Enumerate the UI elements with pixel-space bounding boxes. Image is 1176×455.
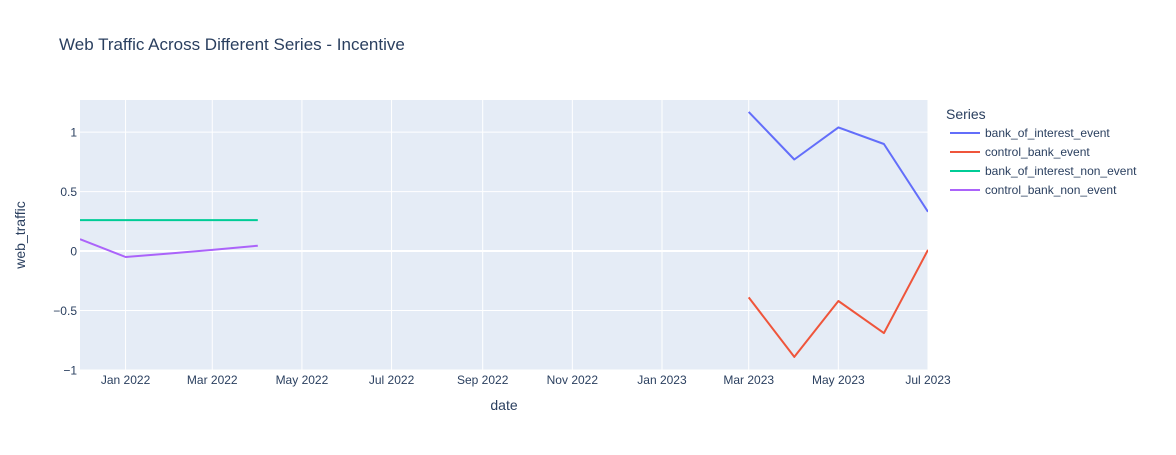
plot-area (80, 100, 928, 370)
x-tick-label: May 2023 (812, 373, 865, 387)
x-tick-label: Jul 2023 (905, 373, 951, 387)
legend-item-control-bank-non-event[interactable]: control_bank_non_event (950, 183, 1117, 197)
series-line-bank-of-interest-event (747, 111, 928, 213)
y-tick-label: 1 (70, 126, 77, 140)
legend-label: control_bank_event (985, 145, 1090, 159)
x-tick-label: Mar 2022 (187, 373, 238, 387)
legend-item-bank-of-interest-non-event[interactable]: bank_of_interest_non_event (950, 164, 1137, 178)
x-tick-label: Jul 2022 (369, 373, 415, 387)
y-tick-label: −0.5 (53, 304, 77, 318)
series-line-control-bank-non-event (80, 238, 258, 258)
series-line-control-bank-event (747, 249, 928, 358)
x-tick-label: May 2022 (276, 373, 329, 387)
x-tick-label: Jan 2023 (637, 373, 687, 387)
y-tick-label: −1 (63, 364, 77, 378)
legend-item-bank-of-interest-event[interactable]: bank_of_interest_event (950, 126, 1110, 140)
x-axis-ticks: Jan 2022 Mar 2022 May 2022 Jul 2022 Sep 2022… (101, 373, 951, 387)
y-axis-ticks: 1 0.5 0 −0.5 −1 (53, 126, 77, 378)
y-axis-label: web_traffic (12, 201, 28, 269)
y-tick-label: 0 (70, 245, 77, 259)
legend-label: bank_of_interest_event (985, 126, 1110, 140)
legend-label: bank_of_interest_non_event (985, 164, 1137, 178)
x-tick-label: Nov 2022 (547, 373, 599, 387)
chart-title: Web Traffic Across Different Series - In… (59, 35, 405, 54)
legend-item-control-bank-event[interactable]: control_bank_event (950, 145, 1090, 159)
legend: Series bank_of_interest_event control_ban… (946, 106, 1137, 197)
grid-lines (80, 100, 929, 371)
legend-label: control_bank_non_event (985, 183, 1117, 197)
series-lines (80, 111, 928, 358)
x-tick-label: Mar 2023 (723, 373, 774, 387)
y-tick-label: 0.5 (60, 185, 77, 199)
legend-title: Series (946, 106, 986, 122)
x-tick-label: Sep 2022 (457, 373, 509, 387)
x-tick-label: Jan 2022 (101, 373, 151, 387)
x-axis-label: date (490, 397, 517, 413)
